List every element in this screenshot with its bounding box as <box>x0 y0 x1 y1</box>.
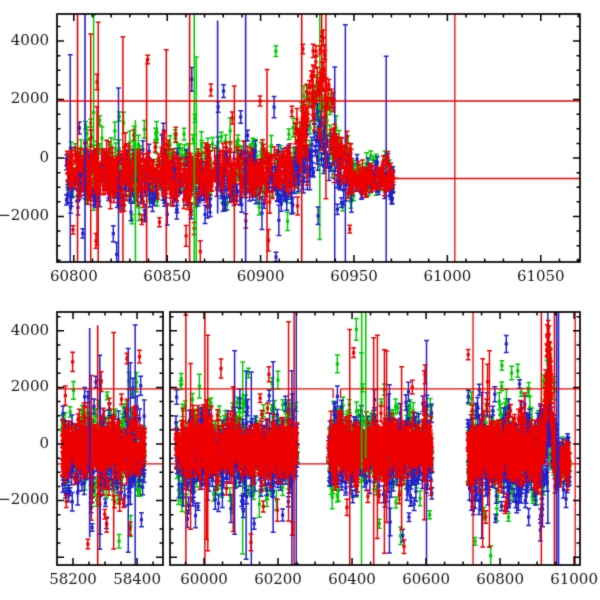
light-curve-figure <box>0 0 600 600</box>
light-curve-canvas <box>0 0 600 600</box>
